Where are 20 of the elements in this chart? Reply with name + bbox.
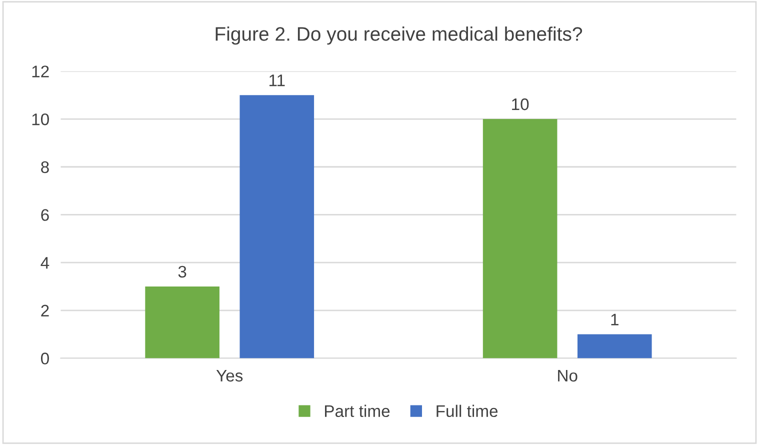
legend-label: Part time [325, 404, 390, 418]
data-label: 11 [270, 74, 285, 86]
y-tick-label: 0 [40, 352, 49, 364]
bar [577, 334, 652, 358]
bar [240, 95, 314, 358]
x-tick-label: No [558, 370, 578, 382]
y-tick-label: 8 [41, 161, 49, 174]
bar [145, 286, 220, 358]
y-tick-label: 4 [40, 257, 50, 269]
bar [482, 119, 558, 358]
y-tick-label: 2 [41, 304, 49, 316]
x-tick-label: Yes [216, 370, 243, 382]
data-label: 3 [178, 266, 186, 278]
chart-title: Figure 2. Do you receive medical benefits? [216, 26, 582, 45]
y-tick-label: 6 [41, 209, 49, 221]
legend-label: Full time [436, 404, 498, 418]
y-tick-label: 12 [32, 66, 49, 78]
data-label: 1 [611, 314, 618, 326]
y-tick-label: 10 [32, 113, 49, 126]
data-label: 10 [512, 98, 529, 110]
